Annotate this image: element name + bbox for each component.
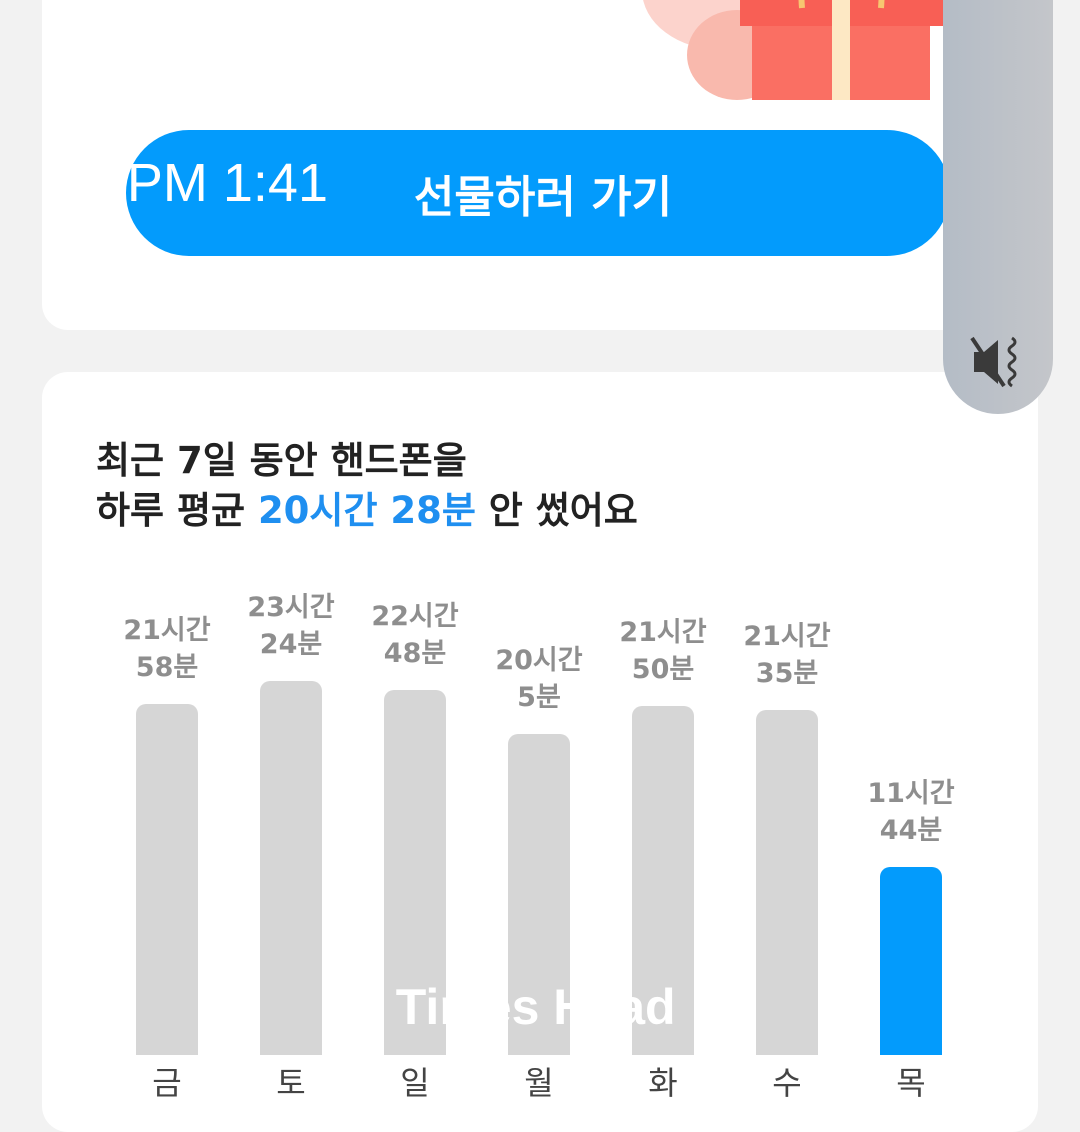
- status-time: 1:41 PM: [128, 153, 328, 213]
- day-label-3: 월: [524, 1064, 554, 1102]
- bar-label-line: 21시간: [743, 620, 831, 652]
- day-label-6: 목: [896, 1064, 926, 1102]
- bar-label-2: 22시간 48분: [353, 598, 477, 672]
- headline-line2: 하루 평균 20시간 28분 안 썼어요: [96, 486, 638, 536]
- day-label-5: 수: [772, 1064, 802, 1102]
- day-label-4: 화: [648, 1064, 678, 1102]
- bar-4: [632, 705, 694, 1055]
- bar-label-6: 11시간 44분: [849, 775, 973, 849]
- bar-label-line: 35분: [755, 657, 819, 689]
- bar-label-line: 20시간: [495, 644, 583, 676]
- bar-0: [136, 703, 198, 1055]
- bar-label-3: 20시간 5분: [477, 642, 601, 716]
- bar-label-line: 58분: [135, 651, 199, 683]
- bar-label-line: 48분: [383, 638, 447, 670]
- bar-label-line: 23시간: [247, 591, 335, 623]
- bar-label-4: 21시간 50분: [601, 614, 725, 688]
- mute-vibrate-icon[interactable]: [968, 332, 1028, 392]
- headline-suffix: 안 썼어요: [475, 489, 638, 532]
- bar-5: [756, 709, 818, 1055]
- day-label-1: 토: [276, 1064, 306, 1102]
- bar-label-0: 21시간 58분: [105, 612, 229, 686]
- bar-label-line: 24분: [259, 628, 323, 660]
- bar-label-line: 22시간: [371, 601, 459, 633]
- bar-label-line: 50분: [631, 653, 695, 685]
- bar-label-line: 21시간: [123, 614, 211, 646]
- bar-2: [384, 690, 446, 1055]
- bar-label-line: 21시간: [619, 616, 707, 648]
- bar-6: [880, 867, 942, 1055]
- watermark: i Times Head: [368, 979, 676, 1035]
- headline-line1: 최근 7일 동안 핸드폰을: [96, 439, 467, 482]
- day-label-0: 금: [152, 1064, 182, 1102]
- go-gift-button[interactable]: 선물하러 가기: [126, 130, 950, 256]
- headline-prefix: 하루 평균: [96, 489, 258, 532]
- bar-label-5: 21시간 35분: [725, 618, 849, 692]
- gift-illustration: [643, 0, 946, 100]
- bar-label-line: 44분: [879, 815, 943, 847]
- average-unused-time: 20시간 28분: [257, 489, 476, 532]
- bar-1: [260, 680, 322, 1055]
- bar-label-line: 11시간: [867, 778, 955, 810]
- usage-headline: 최근 7일 동안 핸드폰을 하루 평균 20시간 28분 안 썼어요: [96, 436, 638, 536]
- bar-label-line: 5분: [517, 681, 561, 713]
- day-label-2: 일: [400, 1064, 430, 1102]
- bar-3: [508, 733, 570, 1055]
- bar-label-1: 23시간 24분: [229, 589, 353, 663]
- go-gift-label: 선물하러 가기: [413, 172, 673, 223]
